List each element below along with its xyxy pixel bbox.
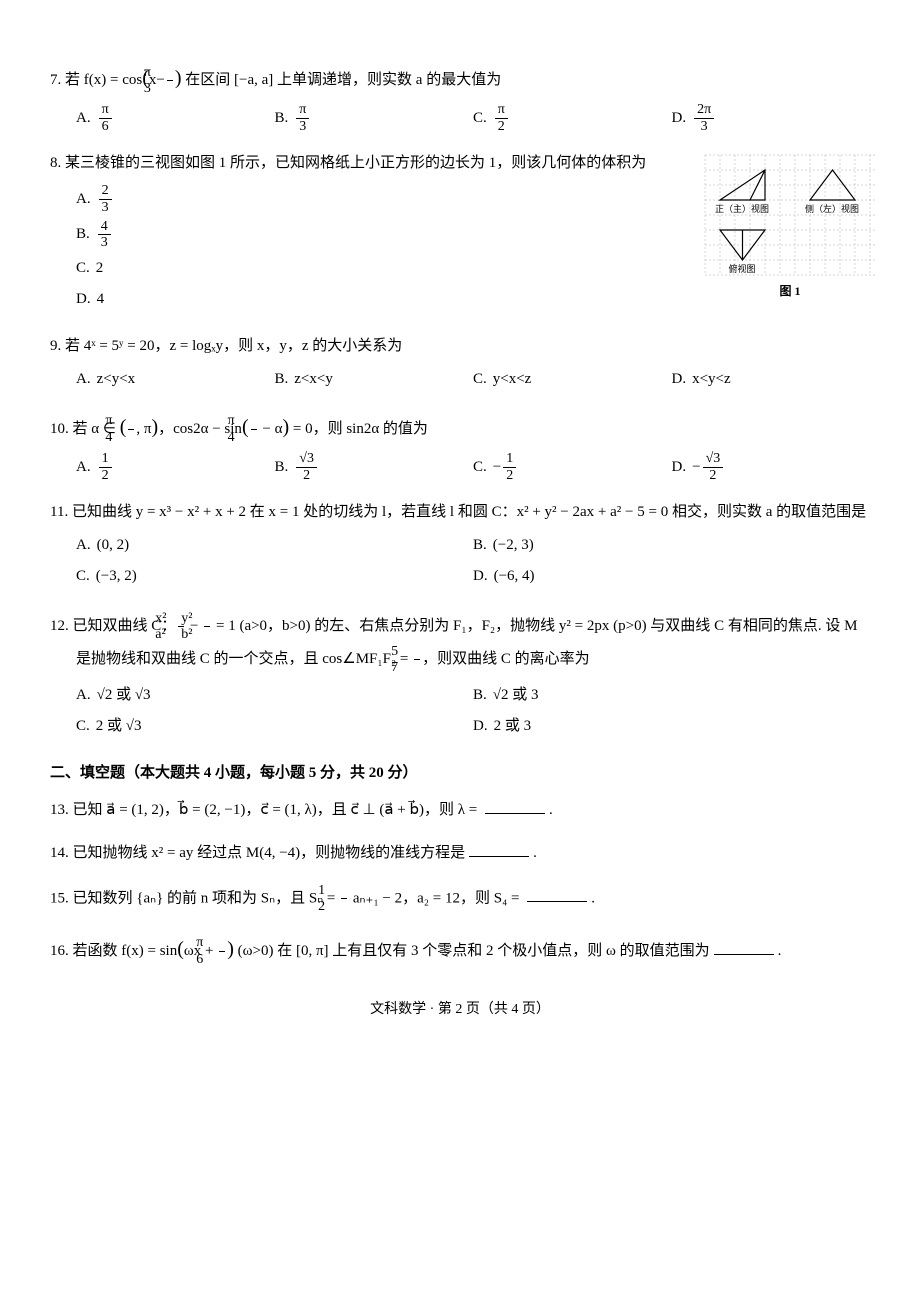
section-2-title: 二、填空题（本大题共 4 小题，每小题 5 分，共 20 分） <box>50 760 870 787</box>
fraction: π3 <box>296 102 309 134</box>
fraction: 12 <box>99 451 112 483</box>
fraction: 2π3 <box>694 102 714 134</box>
fraction: π2 <box>495 102 508 134</box>
option-d: D.2 或 3 <box>473 713 870 740</box>
question-number: 7. <box>50 72 61 88</box>
fraction: π6 <box>99 102 112 134</box>
fraction: π3 <box>167 65 173 97</box>
question-12: 12. 已知双曲线 C：x²a² − y²b² = 1 (a>0，b>0) 的左… <box>50 610 870 744</box>
question-text: 14. 已知抛物线 x² = ay 经过点 M(4, −4)，则抛物线的准线方程… <box>76 840 870 867</box>
option-a: A.23 <box>76 183 676 215</box>
question-7: 7. 若 f(x) = cos(x−π3) 在区间 [−a, a] 上单调递增，… <box>50 60 870 134</box>
fraction: 57 <box>414 644 420 676</box>
question-number: 12. <box>50 618 69 634</box>
fill-blank <box>714 940 774 955</box>
question-text: 8. 某三棱锥的三视图如图 1 所示，已知网格纸上小正方形的边长为 1，则该几何… <box>76 150 676 177</box>
option-c: C.−12 <box>473 451 672 483</box>
q9-body: 若 4ˣ = 5ʸ = 20，z = logₓy，则 x，y，z 的大小关系为 <box>65 338 402 354</box>
question-number: 15. <box>50 890 69 906</box>
question-number: 9. <box>50 338 61 354</box>
option-b: B.√32 <box>275 451 474 483</box>
question-11: 11. 已知曲线 y = x³ − x² + x + 2 在 x = 1 处的切… <box>50 499 870 594</box>
fraction: π4 <box>128 413 134 445</box>
question-text: 9. 若 4ˣ = 5ʸ = 20，z = logₓy，则 x，y，z 的大小关… <box>76 333 870 360</box>
option-c: C.(−3, 2) <box>76 563 473 590</box>
question-number: 11. <box>50 504 68 520</box>
question-15: 15. 已知数列 {aₙ} 的前 n 项和为 Sₙ，且 Sₙ = 12 aₙ₊₁… <box>50 883 870 915</box>
option-a: A.(0, 2) <box>76 532 473 559</box>
label-top: 俯视图 <box>728 263 755 274</box>
question-text: 10. 若 α ∈ (π4, π)，cos2α − sin(π4 − α) = … <box>76 409 870 445</box>
question-number: 16. <box>50 943 69 959</box>
label-side: 侧（左）视图 <box>805 203 859 214</box>
label-front: 正（主）视图 <box>715 203 769 214</box>
option-c: C.y<x<z <box>473 366 672 393</box>
fraction: π6 <box>219 935 225 967</box>
option-d: D.4 <box>76 286 676 313</box>
fraction: y²b² <box>204 611 210 643</box>
fill-blank <box>527 887 587 902</box>
option-a: A.√2 或 √3 <box>76 682 473 709</box>
question-text: 15. 已知数列 {aₙ} 的前 n 项和为 Sₙ，且 Sₙ = 12 aₙ₊₁… <box>76 883 870 915</box>
question-9: 9. 若 4ˣ = 5ʸ = 20，z = logₓy，则 x，y，z 的大小关… <box>50 333 870 393</box>
fill-blank <box>469 842 529 857</box>
figure-caption: 图 1 <box>779 284 800 298</box>
question-14: 14. 已知抛物线 x² = ay 经过点 M(4, −4)，则抛物线的准线方程… <box>50 840 870 867</box>
option-b: B.43 <box>76 219 676 251</box>
fraction: 43 <box>98 219 111 251</box>
option-d: D.x<y<z <box>672 366 871 393</box>
fraction: √32 <box>703 451 724 483</box>
question-text: 13. 已知 a⃗ = (1, 2)，b⃗ = (2, −1)，c⃗ = (1,… <box>76 797 870 824</box>
q11-body: 已知曲线 y = x³ − x² + x + 2 在 x = 1 处的切线为 l… <box>72 504 866 520</box>
option-c: C.π2 <box>473 102 672 134</box>
option-d: D.2π3 <box>672 102 871 134</box>
options: A.π6 B.π3 C.π2 D.2π3 <box>76 102 870 134</box>
question-13: 13. 已知 a⃗ = (1, 2)，b⃗ = (2, −1)，c⃗ = (1,… <box>50 797 870 824</box>
question-text: 11. 已知曲线 y = x³ − x² + x + 2 在 x = 1 处的切… <box>76 499 870 526</box>
fraction: 12 <box>341 883 347 915</box>
options: A.23 B.43 C.2 D.4 <box>76 183 676 317</box>
q7-body-pre: 若 f(x) = cos <box>65 72 142 88</box>
options: A.z<y<x B.z<x<y C.y<x<z D.x<y<z <box>76 366 870 393</box>
option-b: B.π3 <box>275 102 474 134</box>
option-b: B.(−2, 3) <box>473 532 870 559</box>
option-b: B.√2 或 3 <box>473 682 870 709</box>
option-a: A.π6 <box>76 102 275 134</box>
q7-inner-pre: x− <box>149 72 165 88</box>
question-8: 正（主）视图 侧（左）视图 俯视图 图 1 8. 某三棱锥的三视图如图 1 所示… <box>50 150 870 317</box>
page-footer: 文科数学 · 第 2 页（共 4 页） <box>50 997 870 1022</box>
option-a: A.z<y<x <box>76 366 275 393</box>
option-d: D.(−6, 4) <box>473 563 870 590</box>
question-text: 7. 若 f(x) = cos(x−π3) 在区间 [−a, a] 上单调递增，… <box>76 60 870 96</box>
question-text: 16. 若函数 f(x) = sin(ωx + π6) (ω>0) 在 [0, … <box>76 931 870 967</box>
q7-body-post: 在区间 [−a, a] 上单调递增，则实数 a 的最大值为 <box>182 72 502 88</box>
question-10: 10. 若 α ∈ (π4, π)，cos2α − sin(π4 − α) = … <box>50 409 870 483</box>
options: A.√2 或 √3 B.√2 或 3 C.2 或 √3 D.2 或 3 <box>76 682 870 744</box>
fill-blank <box>485 799 545 814</box>
question-text: 12. 已知双曲线 C：x²a² − y²b² = 1 (a>0，b>0) 的左… <box>76 610 870 676</box>
fraction: 23 <box>99 183 112 215</box>
option-a: A.12 <box>76 451 275 483</box>
question-16: 16. 若函数 f(x) = sin(ωx + π6) (ω>0) 在 [0, … <box>50 931 870 967</box>
question-number: 8. <box>50 155 61 171</box>
three-view-svg: 正（主）视图 侧（左）视图 俯视图 图 1 <box>700 150 880 300</box>
fraction: π4 <box>251 413 257 445</box>
question-number: 10. <box>50 421 69 437</box>
fraction: 12 <box>503 451 516 483</box>
question-number: 14. <box>50 845 69 861</box>
grid <box>705 155 875 275</box>
paren-right: ) <box>175 67 182 89</box>
fraction: √32 <box>296 451 317 483</box>
options: A.12 B.√32 C.−12 D.−√32 <box>76 451 870 483</box>
option-d: D.−√32 <box>672 451 871 483</box>
question-number: 13. <box>50 802 69 818</box>
option-c: C.2 或 √3 <box>76 713 473 740</box>
q8-body: 某三棱锥的三视图如图 1 所示，已知网格纸上小正方形的边长为 1，则该几何体的体… <box>65 155 646 171</box>
options: A.(0, 2) B.(−2, 3) C.(−3, 2) D.(−6, 4) <box>76 532 870 594</box>
figure-1: 正（主）视图 侧（左）视图 俯视图 图 1 <box>700 150 880 308</box>
option-c: C.2 <box>76 255 676 282</box>
option-b: B.z<x<y <box>275 366 474 393</box>
